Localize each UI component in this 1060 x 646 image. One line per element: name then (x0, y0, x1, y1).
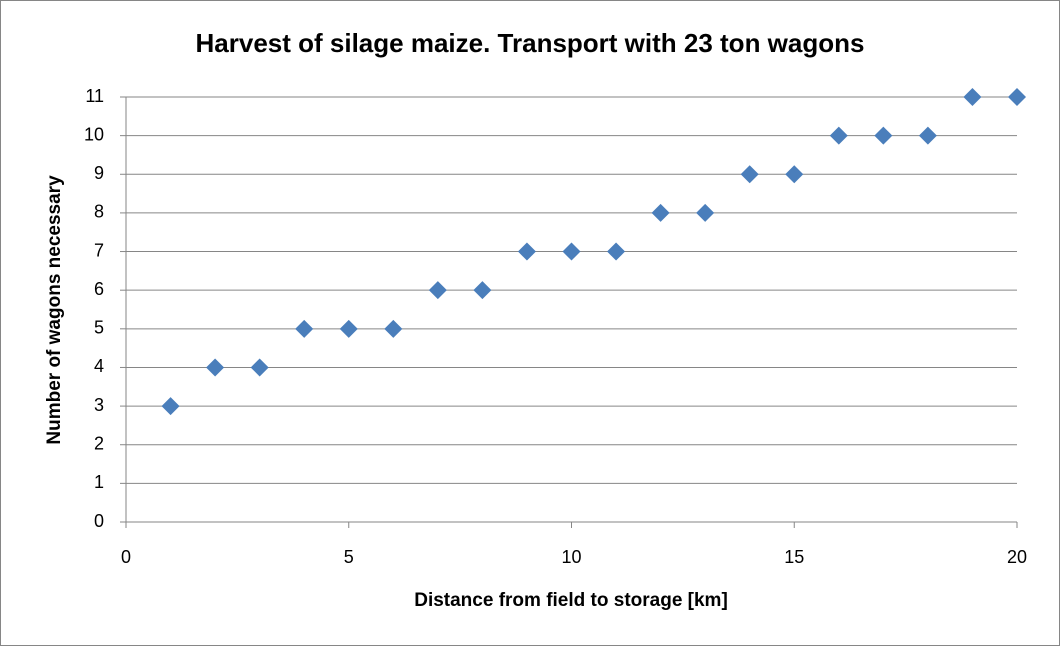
point (918, 126, 937, 145)
chart-title: Harvest of silage maize. Transport with … (196, 28, 865, 58)
point (250, 358, 269, 377)
x-tick-label: 5 (344, 547, 354, 567)
y-tick-label: 4 (94, 356, 104, 376)
point (1008, 88, 1026, 106)
y-tick-label: 7 (94, 240, 104, 260)
point (874, 126, 893, 145)
point (785, 165, 804, 184)
point (295, 319, 314, 338)
point (651, 203, 670, 222)
y-tick-label: 3 (94, 395, 104, 415)
point (473, 281, 492, 300)
y-tick-label: 6 (94, 279, 104, 299)
point (517, 242, 536, 261)
point (963, 88, 982, 106)
y-tick-label: 11 (85, 86, 104, 106)
point (161, 397, 180, 416)
y-axis-label: Number of wagons necessary (44, 175, 65, 445)
point (829, 126, 848, 145)
point (428, 281, 447, 300)
y-tick-label: 10 (84, 124, 104, 144)
x-axis-label: Distance from field to storage [km] (414, 590, 728, 611)
point (339, 319, 358, 338)
y-tick-label: 0 (94, 511, 104, 531)
point (384, 319, 403, 338)
point (206, 358, 225, 377)
y-tick-label: 5 (94, 318, 104, 338)
x-tick-label: 20 (1007, 547, 1027, 567)
x-tick-label: 0 (121, 547, 131, 567)
y-tick-label: 8 (94, 202, 104, 222)
point (607, 242, 626, 261)
point (562, 242, 581, 261)
y-tick-label: 1 (94, 472, 104, 492)
y-tick-label: 9 (94, 163, 104, 183)
point (696, 203, 715, 222)
x-tick-label: 15 (784, 547, 804, 567)
x-tick-label: 10 (561, 547, 581, 567)
y-tick-label: 2 (94, 433, 104, 453)
point (740, 165, 759, 184)
